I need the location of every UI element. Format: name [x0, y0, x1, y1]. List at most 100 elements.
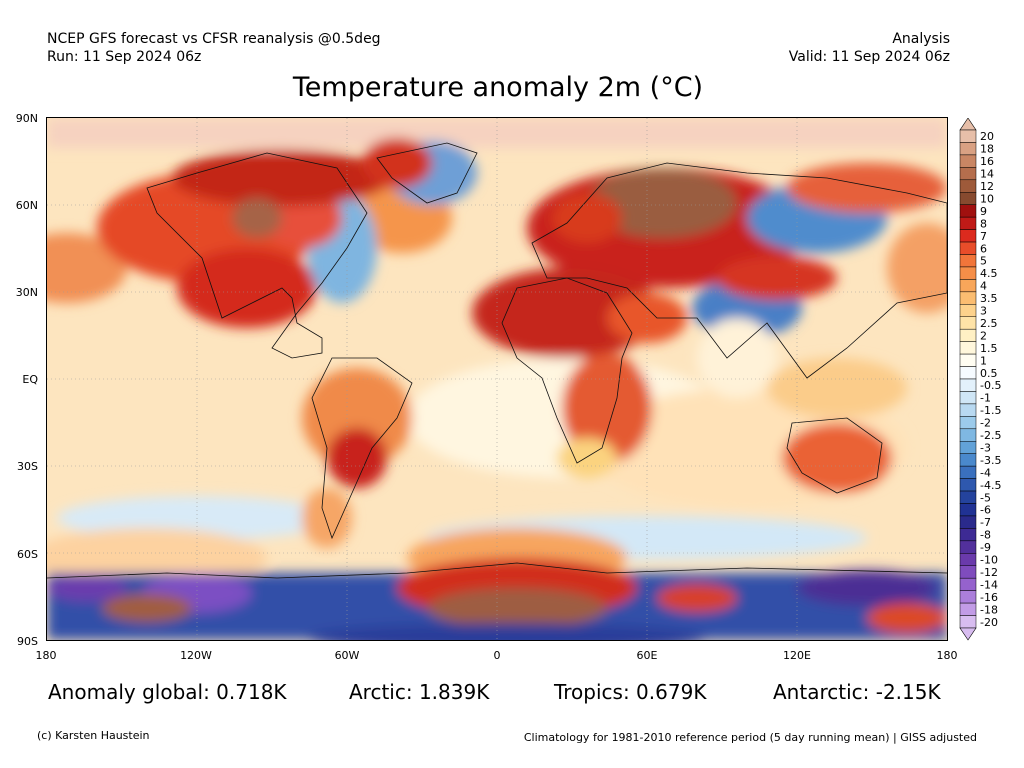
- colorbar-tick-label: -20: [980, 616, 998, 629]
- colorbar-swatch: [959, 465, 977, 479]
- colorbar-tick-label: -3.5: [980, 454, 1001, 467]
- colorbar-upper-arrow: [959, 117, 977, 131]
- run-time: Run: 11 Sep 2024 06z: [47, 49, 202, 65]
- colorbar-tick-label: 2.5: [980, 317, 998, 330]
- colorbar-tick-label: -18: [980, 603, 998, 616]
- colorbar-tick-label: 3.5: [980, 292, 998, 305]
- colorbar-swatch: [959, 204, 977, 218]
- colorbar-swatch: [959, 154, 977, 168]
- colorbar-swatch: [959, 403, 977, 417]
- colorbar-tick-label: -14: [980, 578, 998, 591]
- coastlines: [47, 142, 947, 579]
- colorbar-swatch: [959, 478, 977, 492]
- map-title: Temperature anomaly 2m (°C): [292, 72, 704, 103]
- colorbar-swatch: [959, 391, 977, 405]
- colorbar-tick-label: -3: [980, 441, 991, 454]
- colorbar-tick-label: 1: [980, 354, 987, 367]
- colorbar-tick-label: 7: [980, 230, 987, 243]
- lat-label-30s: 30S: [17, 460, 38, 473]
- lon-label-60w: 60W: [334, 649, 360, 662]
- colorbar-swatch: [959, 615, 977, 629]
- colorbar-swatch: [959, 341, 977, 355]
- colorbar-tick-label: 16: [980, 155, 994, 168]
- copyright-credit: (c) Karsten Haustein: [37, 729, 150, 742]
- lon-label-180e: 180: [936, 649, 958, 662]
- colorbar-tick-label: 12: [980, 180, 994, 193]
- colorbar-tick-label: -16: [980, 591, 998, 604]
- lon-label-120e: 120E: [783, 649, 811, 662]
- colorbar-swatch: [959, 353, 977, 367]
- colorbar-tick-label: 9: [980, 205, 987, 218]
- colorbar-swatch: [959, 179, 977, 193]
- colorbar-tick-label: 8: [980, 217, 987, 230]
- colorbar-swatch: [959, 565, 977, 579]
- colorbar-tick-label: 4.5: [980, 267, 998, 280]
- colorbar-tick-label: 20: [980, 130, 994, 143]
- colorbar-tick-label: -1.5: [980, 404, 1001, 417]
- colorbar-tick-label: -9: [980, 541, 991, 554]
- lat-label-60s: 60S: [17, 548, 38, 561]
- colorbar-swatch: [959, 192, 977, 205]
- colorbar-swatch: [959, 129, 977, 143]
- colorbar-swatch: [959, 279, 977, 293]
- colorbar-swatch: [959, 229, 977, 243]
- colorbar-swatch: [959, 266, 977, 280]
- colorbar-swatch: [959, 304, 977, 318]
- colorbar-tick-label: 14: [980, 168, 994, 181]
- lat-label-90n: 90N: [15, 112, 38, 125]
- map-canvas: [47, 118, 947, 640]
- colorbar-swatch: [959, 490, 977, 504]
- tropics-anomaly-stat: Tropics: 0.679K: [554, 680, 707, 704]
- lat-label-60n: 60N: [15, 199, 38, 212]
- colorbar-tick-label: 10: [980, 192, 994, 205]
- antarctic-anomaly-stat: Antarctic: -2.15K: [773, 680, 941, 704]
- colorbar-tick-label: 4: [980, 280, 987, 293]
- lat-label-90s: 90S: [17, 635, 38, 648]
- colorbar-tick-label: -1: [980, 392, 991, 405]
- lat-label-eq: EQ: [22, 373, 38, 386]
- temperature-anomaly-map: [46, 117, 948, 641]
- colorbar-tick-label: -10: [980, 554, 998, 567]
- colorbar-swatch: [959, 216, 977, 230]
- colorbar-swatch: [959, 416, 977, 430]
- colorbar-swatch: [959, 428, 977, 442]
- colorbar-legend: 20 18 16 14 12 10 9 8 7 6 5 4.5 4 3.5 3 2.5 2 1.5 1 0.5 -0.5…: [958, 117, 1018, 646]
- colorbar-swatch: [959, 142, 977, 156]
- lon-label-0: 0: [493, 649, 501, 662]
- colorbar-tick-label: -4: [980, 466, 991, 479]
- colorbar-swatch: [959, 453, 977, 467]
- colorbar-tick-label: 1.5: [980, 342, 998, 355]
- global-anomaly-stat: Anomaly global: 0.718K: [48, 680, 287, 704]
- colorbar-swatch: [959, 328, 977, 342]
- colorbar-lower-arrow: [959, 627, 977, 641]
- colorbar-tick-label: 18: [980, 143, 994, 156]
- colorbar-tick-label: 2: [980, 329, 987, 342]
- colorbar-swatch: [959, 602, 977, 616]
- colorbar-swatch: [959, 515, 977, 529]
- colorbar-tick-label: -7: [980, 516, 991, 529]
- model-run-description: NCEP GFS forecast vs CFSR reanalysis @0.…: [47, 31, 381, 47]
- colorbar-swatch: [959, 590, 977, 604]
- colorbar-swatch: [959, 291, 977, 305]
- colorbar-swatches: 201816141210987654.543.532.521.510.5-0.5…: [959, 117, 1001, 641]
- colorbar-tick-label: -5: [980, 491, 991, 504]
- colorbar-tick-label: -4.5: [980, 479, 1001, 492]
- lat-label-30n: 30N: [15, 286, 38, 299]
- graticule: [47, 118, 947, 640]
- colorbar-swatch: [959, 577, 977, 591]
- colorbar-swatch: [959, 366, 977, 380]
- colorbar-swatch: [959, 241, 977, 255]
- colorbar-tick-label: -2: [980, 417, 991, 430]
- colorbar-tick-label: 6: [980, 242, 987, 255]
- colorbar-swatch: [959, 254, 977, 268]
- colorbar-tick-label: 5: [980, 255, 987, 268]
- colorbar-tick-label: -8: [980, 529, 991, 542]
- colorbar-tick-label: 3: [980, 305, 987, 318]
- colorbar-swatch: [959, 316, 977, 330]
- colorbar-swatch: [959, 441, 977, 454]
- lon-label-60e: 60E: [636, 649, 658, 662]
- colorbar-tick-label: -0.5: [980, 379, 1001, 392]
- analysis-label: Analysis: [892, 31, 950, 47]
- colorbar-swatch: [959, 528, 977, 542]
- colorbar-swatch: [959, 378, 977, 392]
